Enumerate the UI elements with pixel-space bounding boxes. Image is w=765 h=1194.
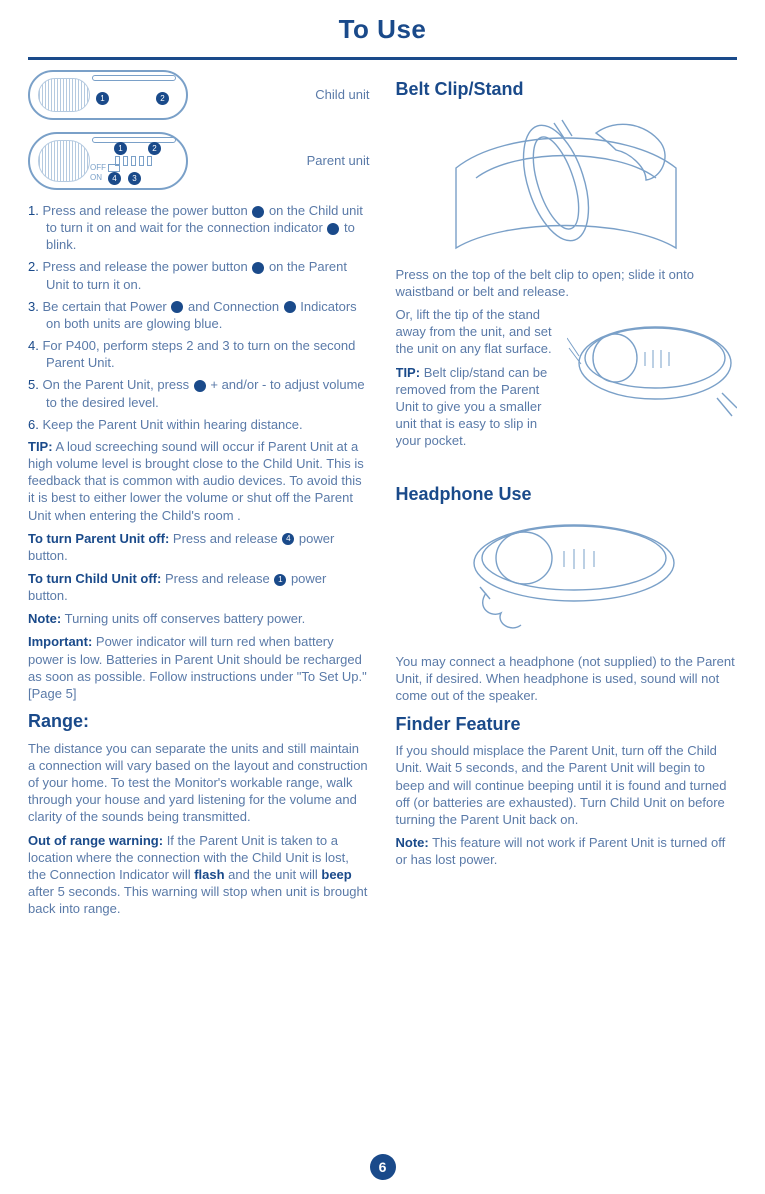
- ref-1b-icon: 1: [171, 301, 183, 313]
- child-unit-label: Child unit: [315, 86, 369, 103]
- step-6: 6. Keep the Parent Unit within hearing d…: [28, 416, 370, 433]
- note-1: Note: Turning units off conserves batter…: [28, 610, 370, 627]
- child-unit-diagram: 1 2 Child unit: [28, 70, 370, 120]
- finder-note: Note: This feature will not work if Pare…: [396, 834, 738, 868]
- stand-illustration: [567, 308, 737, 428]
- belt-stand-block: Or, lift the tip of the stand away from …: [396, 306, 738, 455]
- callout-1-icon: 1: [96, 92, 109, 105]
- left-column: 1 2 Child unit 1 2 3 4 OFFON Parent unit…: [28, 70, 370, 923]
- horizontal-rule: [28, 57, 737, 60]
- step-3: 3. Be certain that Power 1 and Connectio…: [28, 298, 370, 332]
- page-number: 6: [370, 1154, 396, 1180]
- ref-1-icon: 1: [252, 206, 264, 218]
- belt-clip-heading: Belt Clip/Stand: [396, 78, 738, 102]
- belt-clip-illustration: [446, 108, 686, 258]
- range-heading: Range:: [28, 710, 370, 734]
- belt-p1: Press on the top of the belt clip to ope…: [396, 266, 738, 300]
- range-body: The distance you can separate the units …: [28, 740, 370, 826]
- step-5: 5. On the Parent Unit, press 3 + and/or …: [28, 376, 370, 410]
- parent-unit-diagram: 1 2 3 4 OFFON Parent unit: [28, 132, 370, 190]
- turn-off-child: To turn Child Unit off: Press and releas…: [28, 570, 370, 604]
- callout-3-icon: 3: [128, 172, 141, 185]
- tip-1: TIP: A loud screeching sound will occur …: [28, 438, 370, 524]
- ref-2-icon: 2: [327, 223, 339, 235]
- right-column: Belt Clip/Stand Press on the top of the …: [396, 70, 738, 923]
- finder-heading: Finder Feature: [396, 713, 738, 737]
- ref-4-icon: 4: [252, 262, 264, 274]
- ref-4b-icon: 4: [282, 533, 294, 545]
- parent-unit-icon: 1 2 3 4 OFFON: [28, 132, 188, 190]
- headphone-heading: Headphone Use: [396, 483, 738, 507]
- step-2: 2. Press and release the power button 4 …: [28, 258, 370, 292]
- headphone-body: You may connect a headphone (not supplie…: [396, 653, 738, 704]
- ref-1c-icon: 1: [274, 574, 286, 586]
- on-off-label: OFFON: [90, 163, 122, 184]
- child-unit-icon: 1 2: [28, 70, 188, 120]
- out-of-range: Out of range warning: If the Parent Unit…: [28, 832, 370, 918]
- important-note: Important: Power indicator will turn red…: [28, 633, 370, 702]
- callout-2-icon: 2: [156, 92, 169, 105]
- finder-body: If you should misplace the Parent Unit, …: [396, 742, 738, 828]
- step-4: 4. For P400, perform steps 2 and 3 to tu…: [28, 337, 370, 371]
- step-1: 1. Press and release the power button 1 …: [28, 202, 370, 253]
- ref-3-icon: 3: [194, 380, 206, 392]
- turn-off-parent: To turn Parent Unit off: Press and relea…: [28, 530, 370, 564]
- headphone-illustration: [446, 513, 686, 643]
- instruction-steps: 1. Press and release the power button 1 …: [28, 202, 370, 433]
- callout-2b-icon: 2: [148, 142, 161, 155]
- ref-2b-icon: 2: [284, 301, 296, 313]
- parent-unit-label: Parent unit: [307, 152, 370, 169]
- two-column-layout: 1 2 Child unit 1 2 3 4 OFFON Parent unit…: [28, 70, 737, 923]
- callout-1b-icon: 1: [114, 142, 127, 155]
- page-title: To Use: [28, 14, 737, 45]
